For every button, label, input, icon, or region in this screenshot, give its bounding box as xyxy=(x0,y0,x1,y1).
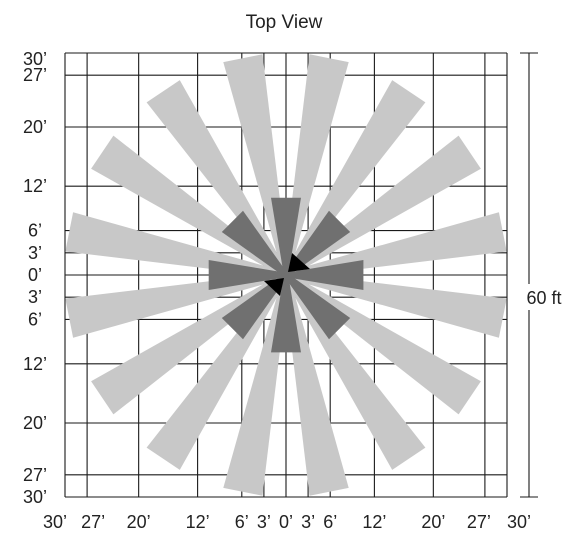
x-tick-label: 30’ xyxy=(507,512,531,532)
short-beam xyxy=(221,273,288,340)
short-beam xyxy=(284,210,351,277)
short-beams xyxy=(208,197,364,353)
y-tick-label: 3’ xyxy=(28,243,42,263)
y-tick-label: 6’ xyxy=(28,309,42,329)
short-beam xyxy=(271,275,301,353)
y-tick-label: 6’ xyxy=(28,221,42,241)
short-beam xyxy=(271,197,301,275)
y-tick-label: 20’ xyxy=(23,117,47,137)
emitter-triangle xyxy=(288,253,310,272)
y-tick-label: 3’ xyxy=(28,287,42,307)
x-tick-label: 0’ xyxy=(279,512,293,532)
diagram-title: Top View xyxy=(246,12,323,33)
long-beam xyxy=(65,272,287,338)
y-tick-label: 27’ xyxy=(23,65,47,85)
x-tick-label: 6’ xyxy=(235,512,249,532)
x-tick-label: 12’ xyxy=(186,512,210,532)
long-beam xyxy=(285,212,507,278)
short-beam xyxy=(284,273,351,340)
emitter-triangle xyxy=(264,278,284,296)
y-tick-label: 12’ xyxy=(23,354,47,374)
x-tick-label: 6’ xyxy=(323,512,337,532)
x-tick-label: 27’ xyxy=(467,512,491,532)
x-tick-label: 30’ xyxy=(43,512,67,532)
y-axis-ticks: 30’27’20’12’6’3’0’3’6’12’20’27’30’ xyxy=(23,49,47,507)
x-tick-label: 12’ xyxy=(362,512,386,532)
short-beam xyxy=(286,260,364,290)
y-tick-label: 12’ xyxy=(23,176,47,196)
long-beam xyxy=(223,274,289,496)
short-beam xyxy=(208,260,286,290)
dimension-label: 60 ft xyxy=(526,288,561,308)
y-tick-label: 0’ xyxy=(28,265,42,285)
x-tick-label: 3’ xyxy=(257,512,271,532)
y-tick-label: 30’ xyxy=(23,49,47,69)
long-beam xyxy=(285,272,507,338)
long-beam xyxy=(283,274,349,496)
y-tick-label: 20’ xyxy=(23,413,47,433)
y-tick-label: 30’ xyxy=(23,487,47,507)
y-tick-label: 27’ xyxy=(23,465,47,485)
x-tick-label: 20’ xyxy=(421,512,445,532)
dimension-bar: 60 ft xyxy=(515,52,573,498)
x-tick-label: 20’ xyxy=(127,512,151,532)
long-beam xyxy=(223,54,289,276)
x-axis-ticks: 30’ 27’ 20’ 12’ 6’ 3’ 0’ 3’ 6’ 12’ 20’ 27’ 30’ xyxy=(43,512,531,532)
emitter-markers xyxy=(264,253,310,296)
long-beam xyxy=(283,54,349,276)
long-beam xyxy=(65,212,287,278)
x-tick-label: 3’ xyxy=(301,512,315,532)
x-tick-label: 27’ xyxy=(81,512,105,532)
short-beam xyxy=(221,210,288,277)
